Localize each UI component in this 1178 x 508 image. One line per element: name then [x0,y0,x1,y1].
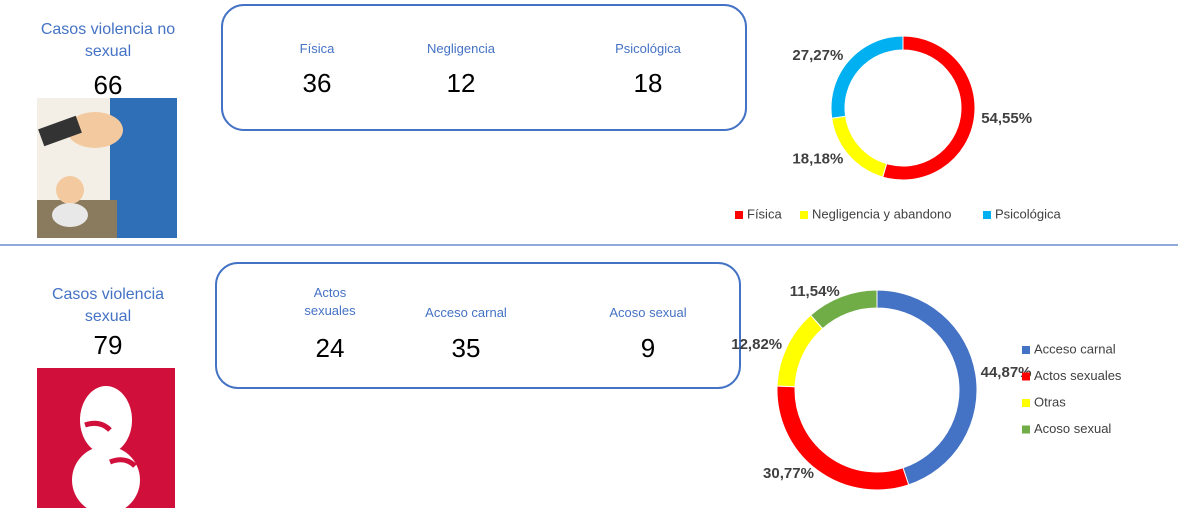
stat-value: 24 [270,333,390,364]
illustration [37,98,177,238]
legend-swatch [735,211,743,219]
data-label: 54,55% [981,110,1032,127]
stat-value: 35 [406,333,526,364]
legend-label: Acoso sexual [1034,421,1111,436]
stats-box [216,263,740,388]
stat-label: Física [257,40,377,58]
stat-value: 9 [588,333,708,364]
panel-title: Casos violencia no sexual [28,19,188,63]
legend-swatch [983,211,991,219]
legend-label: Negligencia y abandono [812,206,952,221]
illustration [37,368,175,508]
legend-swatch [1022,399,1030,407]
legend-label: Actos sexuales [1034,368,1122,383]
stat-label: Psicológica [588,40,708,58]
legend-swatch [1022,426,1030,434]
donut-slice [832,116,887,177]
stat-label: Negligencia [401,40,521,58]
stat-label: Actos sexuales [295,284,365,320]
legend-swatch [1022,346,1030,354]
panel-total: 79 [28,330,188,361]
data-label: 30,77% [763,465,814,482]
data-label: 18,18% [792,151,843,168]
data-label: 27,27% [792,47,843,64]
stat-value: 36 [257,68,377,99]
donut-slice [883,36,975,180]
panel-title: Casos violencia sexual [38,284,178,328]
legend-swatch [1022,373,1030,381]
donut-slice [777,315,823,387]
donut-slice [877,290,977,485]
stat-value: 12 [401,68,521,99]
legend-label: Psicológica [995,206,1062,221]
panel-total: 66 [28,70,188,101]
legend-label: Acceso carnal [1034,341,1116,356]
data-label: 11,54% [790,283,840,300]
stat-label: Acceso carnal [406,304,526,322]
data-label: 12,82% [731,336,782,353]
dashboard: 54,55% 18,18% 27,27% Física Negligencia y ab… [0,0,1178,508]
stat-label: Acoso sexual [588,304,708,322]
legend-label: Otras [1034,394,1066,409]
legend-swatch [800,211,808,219]
legend-label: Física [747,206,782,221]
stat-value: 18 [588,68,708,99]
